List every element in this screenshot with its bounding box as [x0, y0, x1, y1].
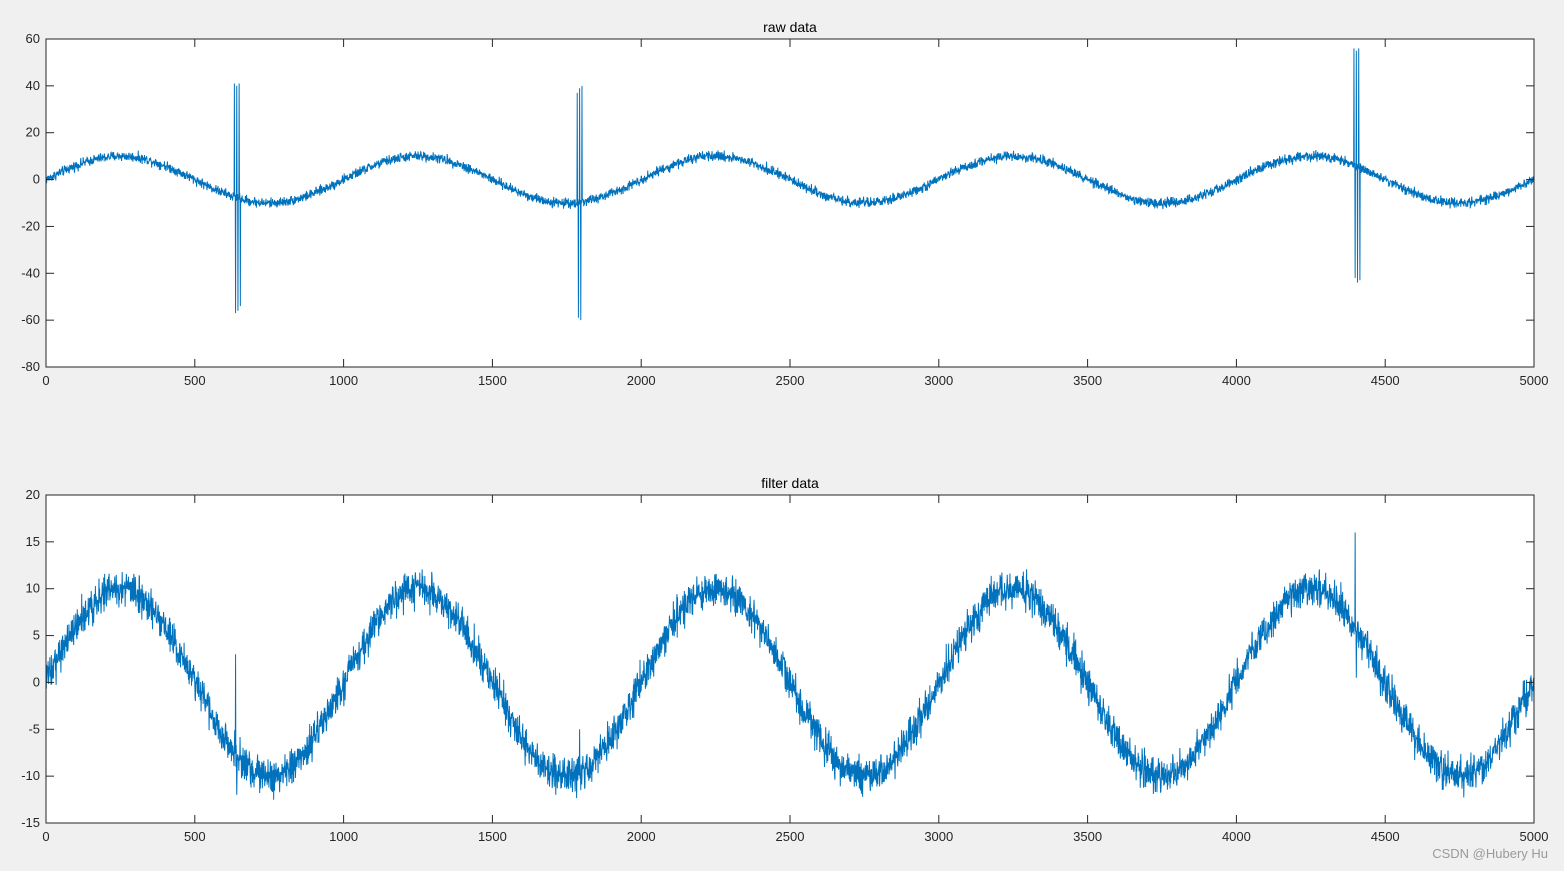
raw-data-y-tick-label: 60 — [26, 31, 40, 46]
filter-data-y-tick-label: -5 — [28, 721, 40, 736]
raw-data-x-tick-label: 500 — [184, 373, 206, 388]
raw-data-x-tick-label: 3000 — [924, 373, 953, 388]
filter-data-y-tick-label: 5 — [33, 628, 40, 643]
raw-data-title: raw data — [763, 19, 817, 35]
raw-data-x-tick-label: 1500 — [478, 373, 507, 388]
raw-data-x-tick-label: 4000 — [1222, 373, 1251, 388]
filter-data-x-tick-label: 3000 — [924, 829, 953, 844]
raw-data-y-tick-label: -80 — [21, 359, 40, 374]
filter-data-y-tick-label: 15 — [26, 534, 40, 549]
raw-data-y-tick-label: 20 — [26, 125, 40, 140]
raw-data-x-tick-label: 1000 — [329, 373, 358, 388]
raw-data-x-tick-label: 5000 — [1520, 373, 1549, 388]
raw-data-x-tick-label: 3500 — [1073, 373, 1102, 388]
filter-data-x-tick-label: 4500 — [1371, 829, 1400, 844]
raw-data-y-tick-label: -40 — [21, 265, 40, 280]
filter-data-x-tick-label: 3500 — [1073, 829, 1102, 844]
raw-data-series-line — [45, 48, 1535, 321]
raw-data-x-tick-label: 2500 — [776, 373, 805, 388]
filter-data-x-tick-label: 500 — [184, 829, 206, 844]
raw-data-x-tick-label: 4500 — [1371, 373, 1400, 388]
filter-data-y-tick-label: -15 — [21, 815, 40, 830]
raw-data-y-tick-label: 40 — [26, 78, 40, 93]
filter-data-axes-frame — [45, 494, 1535, 824]
filter-data-y-tick-label: 20 — [26, 487, 40, 502]
filter-data-axes: 0 500 1000 1500 2000 2500 3000 3500 4000 4500 5000… — [21, 475, 1548, 844]
filter-data-x-tick-label: 4000 — [1222, 829, 1251, 844]
filter-data-x-tick-label: 2500 — [776, 829, 805, 844]
raw-data-ticks: 0 500 1000 1500 2000 2500 3000 3500 4000 4500 5000… — [21, 31, 1548, 388]
raw-data-x-tick-label: 0 — [42, 373, 49, 388]
filter-data-x-tick-label: 1500 — [478, 829, 507, 844]
filter-data-x-tick-label: 0 — [42, 829, 49, 844]
raw-data-axes: 0 500 1000 1500 2000 2500 3000 3500 4000 4500 5000… — [21, 19, 1548, 388]
watermark: CSDN @Hubery Hu — [1432, 846, 1548, 861]
filter-data-x-tick-label: 5000 — [1520, 829, 1549, 844]
filter-data-x-tick-label: 1000 — [329, 829, 358, 844]
raw-data-axes-frame — [45, 38, 1535, 368]
raw-data-x-tick-label: 2000 — [627, 373, 656, 388]
filter-data-series-line — [45, 532, 1535, 800]
filter-data-title: filter data — [761, 475, 819, 491]
raw-data-y-tick-label: -20 — [21, 218, 40, 233]
filter-data-y-tick-label: 0 — [33, 674, 40, 689]
raw-data-y-tick-label: 0 — [33, 172, 40, 187]
filter-data-y-tick-label: 10 — [26, 581, 40, 596]
raw-data-y-tick-label: -60 — [21, 312, 40, 327]
filter-data-y-tick-label: -10 — [21, 768, 40, 783]
filter-data-x-tick-label: 2000 — [627, 829, 656, 844]
